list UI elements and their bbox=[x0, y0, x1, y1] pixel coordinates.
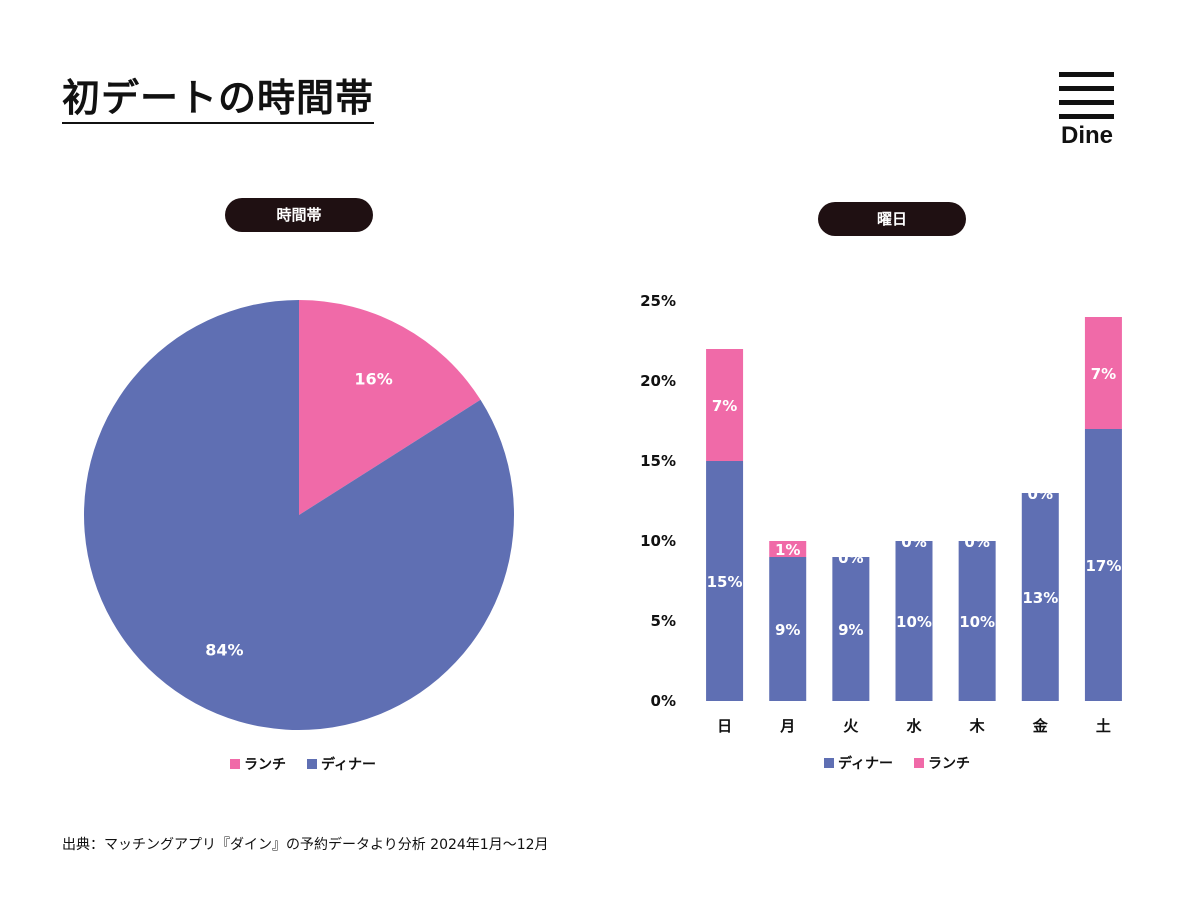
logo-bar bbox=[1059, 86, 1114, 91]
legend-swatch bbox=[230, 759, 240, 769]
bar-data-label: 1% bbox=[775, 541, 800, 559]
bar-data-label: 17% bbox=[1085, 557, 1121, 575]
x-tick-label: 日 bbox=[717, 717, 732, 735]
bar-data-label: 10% bbox=[959, 613, 995, 631]
legend-swatch bbox=[307, 759, 317, 769]
x-tick-label: 水 bbox=[906, 717, 922, 735]
bar-segment bbox=[1084, 429, 1122, 701]
bar-data-label: 9% bbox=[838, 621, 863, 639]
x-tick-label: 火 bbox=[843, 717, 859, 735]
bar-segment bbox=[706, 349, 744, 461]
bar-data-label: 0% bbox=[901, 533, 926, 551]
dine-logo: Dine bbox=[1056, 72, 1118, 152]
bar-segment bbox=[832, 557, 870, 701]
bar-segment bbox=[895, 541, 933, 701]
bar-segment bbox=[958, 541, 996, 701]
logo-bar bbox=[1059, 114, 1114, 119]
y-tick-label: 5% bbox=[651, 612, 676, 630]
bar-data-label: 7% bbox=[1091, 365, 1116, 383]
pie-chart-title: 時間帯 bbox=[225, 198, 373, 232]
bar-segment bbox=[769, 557, 807, 701]
legend-label: ランチ bbox=[244, 757, 286, 773]
pie-slice bbox=[83, 300, 514, 730]
legend-label: ランチ bbox=[928, 756, 970, 772]
y-tick-label: 10% bbox=[640, 532, 676, 550]
x-tick-label: 金 bbox=[1032, 717, 1049, 735]
legend-label: ディナー bbox=[321, 756, 376, 773]
logo-bar bbox=[1059, 100, 1114, 105]
bar-segment bbox=[769, 541, 807, 557]
y-tick-label: 15% bbox=[640, 452, 676, 470]
bar-segment bbox=[706, 461, 744, 701]
logo-bar bbox=[1059, 72, 1114, 77]
y-tick-label: 20% bbox=[640, 372, 676, 390]
legend-label: ディナー bbox=[838, 755, 893, 772]
pie-chart: 16% 84% ランチ ディナー bbox=[83, 300, 514, 773]
bar-chart-title: 曜日 bbox=[818, 202, 966, 236]
x-tick-label: 木 bbox=[969, 717, 986, 735]
bar-data-label: 13% bbox=[1022, 589, 1058, 607]
bar-segment bbox=[1021, 493, 1059, 701]
bar-data-label: 7% bbox=[712, 397, 737, 415]
legend-swatch bbox=[914, 758, 924, 768]
x-tick-label: 月 bbox=[779, 717, 795, 735]
page-title: 初デートの時間帯 bbox=[62, 76, 375, 124]
bar-data-label: 15% bbox=[707, 573, 743, 591]
bar-segment bbox=[1084, 317, 1122, 429]
legend-swatch bbox=[824, 758, 834, 768]
bar-data-label: 10% bbox=[896, 613, 932, 631]
bar-data-label: 9% bbox=[775, 621, 800, 639]
y-tick-label: 25% bbox=[640, 292, 676, 310]
bar-data-label: 0% bbox=[1028, 485, 1053, 503]
pie-slice-label: 84% bbox=[205, 641, 243, 660]
source-note: 出典：マッチングアプリ『ダイン』の予約データより分析 2024年1月〜12月 bbox=[62, 837, 549, 853]
bar-chart: 0% 5% 10% 15% 20% 25% 15% 7% 日 9% 1% 月 9% 0% 火 10% 0% 水 10… bbox=[640, 292, 1122, 772]
logo-text: Dine bbox=[1060, 122, 1113, 149]
y-tick-label: 0% bbox=[651, 692, 676, 710]
bar-data-label: 0% bbox=[838, 549, 863, 567]
bar-data-label: 0% bbox=[964, 533, 989, 551]
pie-slice-label: 16% bbox=[354, 369, 392, 388]
pie-slice bbox=[299, 300, 481, 515]
x-tick-label: 土 bbox=[1096, 717, 1111, 735]
